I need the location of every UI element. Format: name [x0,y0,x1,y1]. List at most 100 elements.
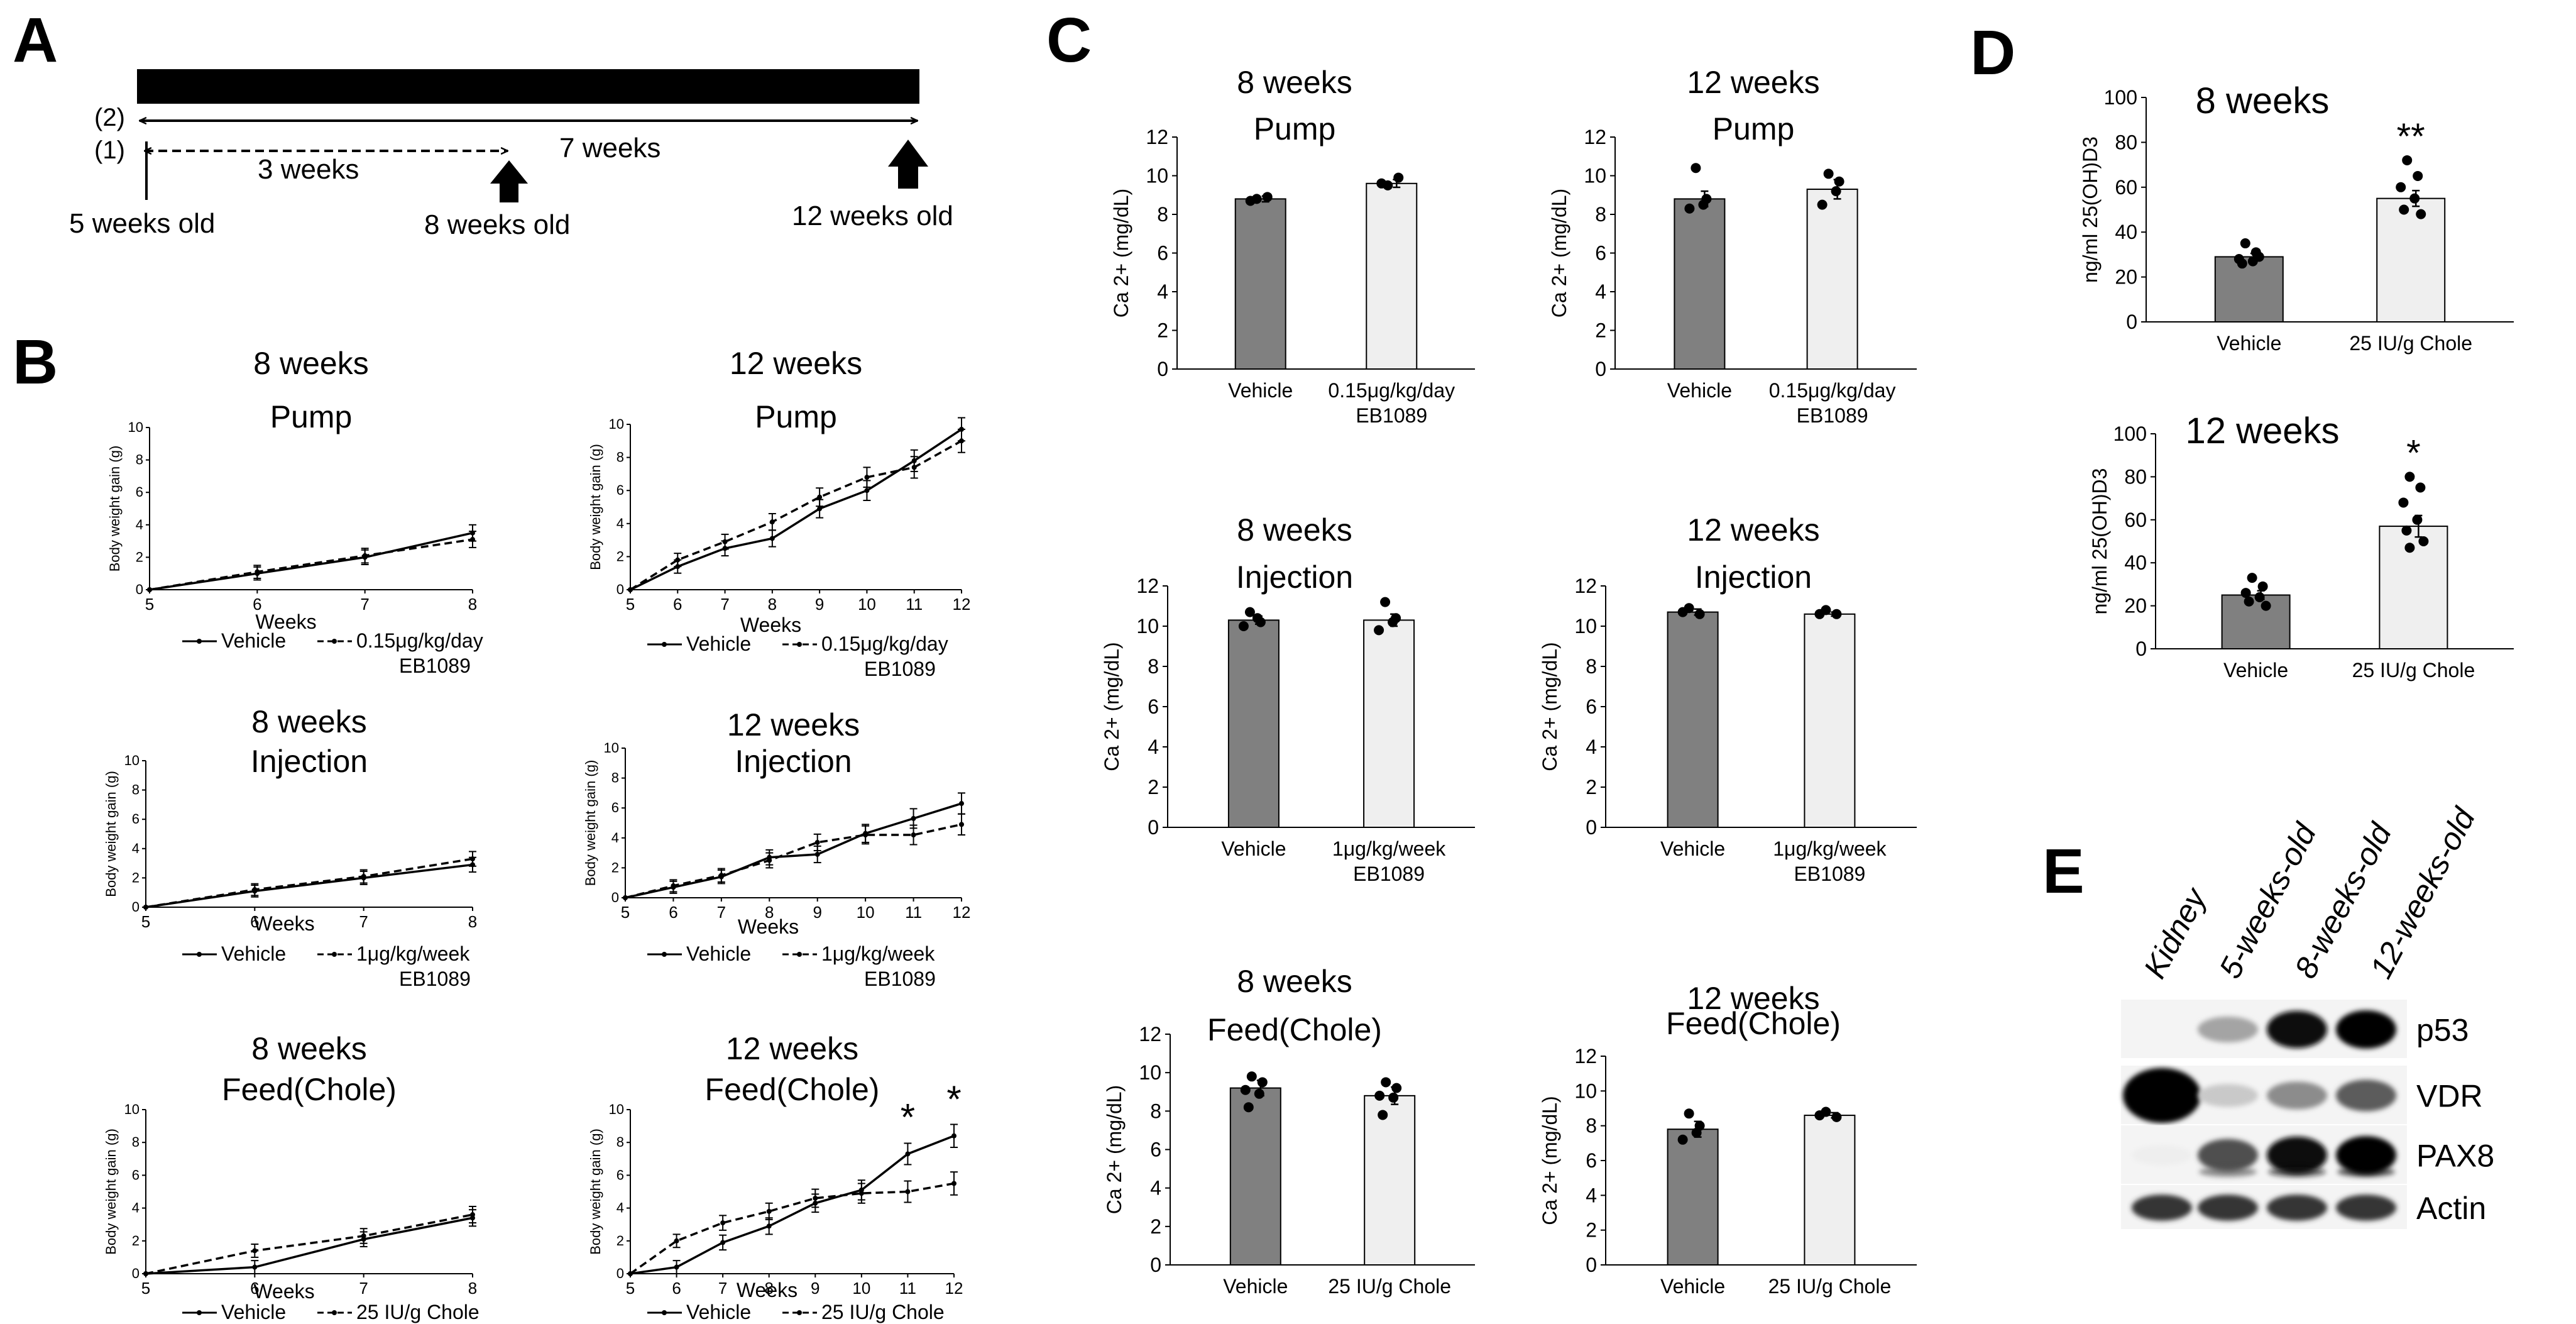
y-tick-label: 4 [132,1200,140,1216]
panel-label-d: D [1970,18,2015,88]
chart-title: 8 weeks [1237,512,1352,548]
individual-point [1698,199,1709,210]
y-tick-label: 6 [611,800,619,815]
bar-vehicle [1667,611,1719,828]
bar-chart-4: 8 weeks Feed(Chole) 0 2 4 6 8 10 12 Ca 2+ (mg/dL)… [1103,964,1475,1298]
x-category-label: 1μg/kg/week [1332,837,1446,860]
x-category-label: EB1089 [1353,863,1425,885]
x-category-label: Vehicle [2217,332,2281,355]
x-category-label: EB1089 [1797,404,1868,427]
individual-point [2396,182,2406,192]
individual-point [1391,1083,1402,1093]
y-tick-label: 12 [1574,575,1597,597]
y-axis-label: Ca 2+ (mg/dL) [1538,642,1561,771]
legend-vehicle-label: Vehicle [221,942,286,965]
blot-band [2336,1010,2396,1049]
timeline-row-label-1: (1) [94,136,125,164]
blot-band [2132,1145,2192,1166]
x-category-label: Vehicle [1223,1275,1288,1298]
legend-treated-label: 1μg/kg/week [821,942,935,965]
y-tick-label: 10 [604,740,619,756]
chart-title: 12 weeks [730,346,862,381]
y-tick-label: 40 [2115,221,2137,243]
x-tick-label: 12 [953,903,971,922]
y-tick-label: 12 [1146,126,1168,148]
blot-row-label: p53 [2416,1013,2469,1048]
chart-title: 12 weeks [726,1031,858,1066]
y-tick-label: 2 [132,1233,140,1249]
series-line-treated [629,1182,955,1275]
y-tick-label: 4 [617,1200,624,1216]
x-category-label: 25 IU/g Chole [2349,332,2472,355]
legend-vehicle-marker [662,1310,667,1315]
blot-band [2336,1136,2396,1174]
y-tick-label: 2 [1586,776,1597,798]
line-chart-5: 12 weeks Feed(Chole) 0 2 4 6 8 10 5 6 7 8 9 10 11 12 Wee… [588,1031,963,1323]
individual-point [1240,1084,1251,1095]
y-tick-label: 4 [1157,280,1168,303]
blot-band [2198,1016,2258,1043]
data-point [147,587,152,592]
legend-treated-marker [332,639,337,644]
individual-point [1254,1088,1264,1099]
y-axis-label: Ca 2+ (mg/dL) [1100,642,1123,771]
y-tick-label: 8 [617,450,624,465]
chart-title: 12 weeks [2185,411,2339,451]
y-tick-label: 10 [124,753,140,768]
y-tick-label: 100 [2104,86,2137,109]
individual-point [2415,482,2426,493]
y-tick-label: 10 [1139,1061,1161,1084]
bar-vehicle [2221,594,2291,649]
chart-subtitle: Pump [755,399,837,434]
significance-marker: * [901,1096,915,1138]
bar-treated [1804,1115,1856,1266]
timeline-mid-label: 8 weeks old [424,209,570,240]
y-tick-label: 10 [1584,165,1606,187]
individual-point [2398,497,2409,508]
y-tick-label: 6 [617,1167,624,1183]
legend-vehicle-label: Vehicle [686,1301,751,1323]
blot-band [2132,1194,2192,1221]
blot-band [2267,1136,2327,1174]
y-tick-label: 0 [611,890,619,905]
x-tick-label: 6 [253,595,261,614]
chart-subtitle: Feed(Chole) [222,1072,397,1107]
chart-title: 12 weeks [727,707,860,742]
x-tick-label: 7 [718,1279,727,1298]
y-tick-label: 4 [1586,736,1597,758]
y-tick-label: 8 [132,782,140,798]
y-tick-label: 6 [1157,242,1168,265]
legend-treated-label: 1μg/kg/week [356,942,470,965]
bar-treated [1804,613,1856,828]
individual-point [2240,238,2250,249]
individual-point [1244,607,1255,617]
y-tick-label: 8 [1157,203,1168,226]
y-tick-label: 2 [617,548,624,564]
bar-treated [1366,182,1418,370]
y-axis-label: ng/ml 25(OH)D3 [2079,136,2102,283]
y-tick-label: 0 [136,582,143,597]
blot-band [2267,1194,2327,1221]
y-tick-label: 2 [1148,776,1159,798]
individual-point [1823,168,1834,179]
y-tick-label: 10 [124,1101,140,1117]
y-tick-label: 0 [617,1266,624,1281]
blot-row-label: PAX8 [2416,1139,2494,1174]
legend-vehicle-label: Vehicle [221,1301,286,1323]
x-tick-label: 5 [141,912,150,931]
series-line-treated [625,823,962,899]
blot-band [2336,1194,2396,1221]
panel-label-e: E [2042,836,2085,907]
chart-subtitle: Pump [270,399,353,434]
y-tick-label: 4 [617,516,624,531]
y-tick-label: 10 [1574,615,1597,637]
y-tick-label: 2 [132,869,140,885]
legend-treated-label: 0.15μg/kg/day [821,632,948,655]
y-tick-label: 8 [1586,1115,1597,1137]
individual-point [1374,625,1384,636]
y-tick-label: 80 [2124,465,2147,488]
blot-band [2267,1010,2327,1049]
y-tick-label: 10 [1136,615,1159,637]
